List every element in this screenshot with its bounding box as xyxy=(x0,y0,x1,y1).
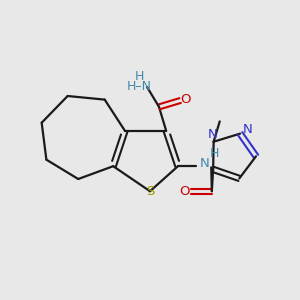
Text: S: S xyxy=(146,185,155,198)
Text: O: O xyxy=(179,185,189,198)
Text: O: O xyxy=(180,94,191,106)
Text: H–N: H–N xyxy=(126,80,152,93)
Text: N: N xyxy=(208,128,218,141)
Text: H: H xyxy=(209,147,219,160)
Text: N: N xyxy=(200,157,209,170)
Text: H: H xyxy=(134,70,144,83)
Text: N: N xyxy=(243,123,252,136)
